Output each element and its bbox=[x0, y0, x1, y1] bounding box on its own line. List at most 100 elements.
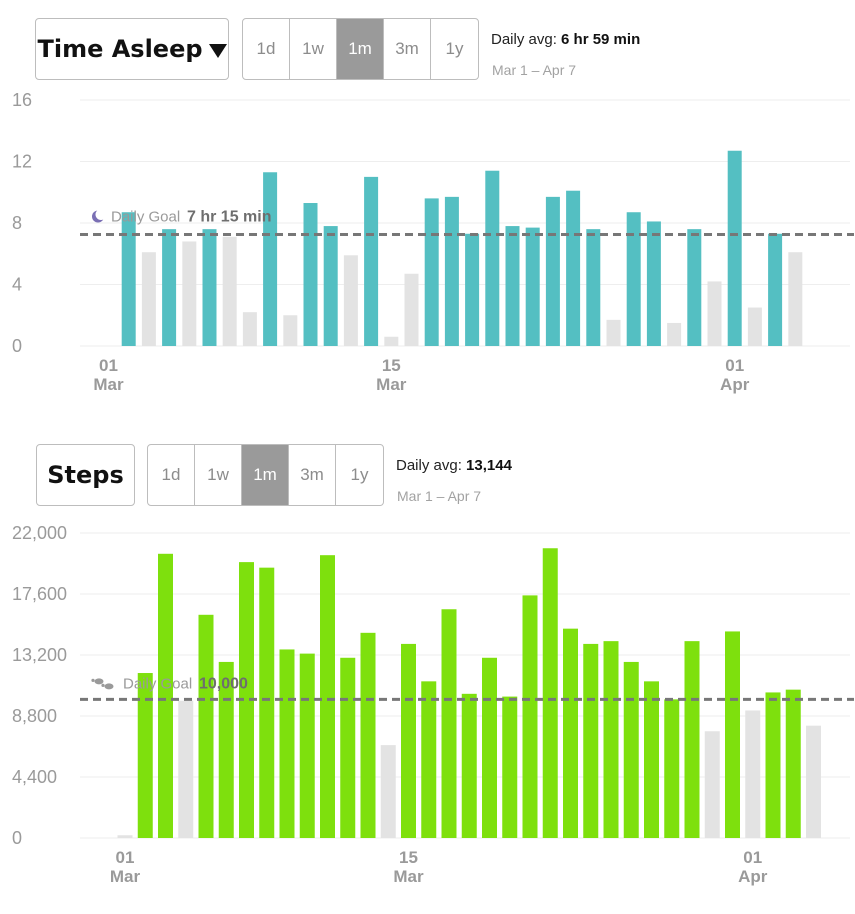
bar-day-25[interactable] bbox=[586, 229, 601, 346]
bar-day-3[interactable] bbox=[141, 252, 156, 346]
bar-day-16[interactable] bbox=[421, 681, 437, 838]
bar-day-5[interactable] bbox=[182, 241, 197, 346]
bar-day-21[interactable] bbox=[522, 595, 538, 838]
bar-day-19[interactable] bbox=[482, 657, 497, 838]
bar-day-26[interactable] bbox=[606, 319, 621, 346]
bar-day-9[interactable] bbox=[263, 172, 278, 346]
bar-day-20[interactable] bbox=[502, 696, 518, 838]
bar-day-26[interactable] bbox=[623, 661, 639, 838]
bar-day-35[interactable] bbox=[788, 252, 803, 346]
bar-day-29[interactable] bbox=[667, 322, 682, 346]
sleep-range-1m[interactable]: 1m bbox=[337, 19, 384, 79]
bar-day-14[interactable] bbox=[364, 176, 379, 346]
bar-day-19[interactable] bbox=[465, 233, 480, 346]
bar-day-11[interactable] bbox=[320, 555, 335, 838]
sleep-metric-dropdown[interactable]: Time Asleep bbox=[35, 18, 229, 80]
bar-day-18[interactable] bbox=[444, 196, 459, 346]
sleep-range-1w[interactable]: 1w bbox=[290, 19, 337, 79]
bar-day-6[interactable] bbox=[202, 229, 217, 346]
steps-range-1m[interactable]: 1m bbox=[242, 445, 289, 505]
bar-day-10[interactable] bbox=[299, 653, 315, 838]
bar-day-35[interactable] bbox=[806, 725, 821, 838]
bar-day-2[interactable] bbox=[121, 212, 136, 346]
bar-day-33[interactable] bbox=[765, 692, 781, 838]
steps-daily-avg: Daily avg: 13,144 bbox=[396, 457, 512, 474]
bar-day-13[interactable] bbox=[360, 632, 376, 838]
bar-day-6[interactable] bbox=[218, 661, 234, 838]
x-tick-month: Apr bbox=[720, 375, 750, 394]
steps-avg-value: 13,144 bbox=[466, 457, 512, 474]
bar-day-20[interactable] bbox=[485, 170, 500, 346]
bar-day-31[interactable] bbox=[707, 281, 722, 346]
bar-day-23[interactable] bbox=[563, 628, 578, 838]
bar-day-32[interactable] bbox=[745, 710, 761, 838]
bar-day-7[interactable] bbox=[239, 562, 254, 838]
sleep-avg-value: 6 hr 59 min bbox=[561, 31, 641, 48]
bar-day-12[interactable] bbox=[340, 657, 356, 838]
bar-day-16[interactable] bbox=[404, 273, 419, 346]
x-tick-month: Mar bbox=[93, 375, 124, 394]
x-tick-month: Mar bbox=[110, 867, 141, 886]
bar-day-27[interactable] bbox=[626, 212, 641, 346]
bar-day-32[interactable] bbox=[727, 150, 742, 346]
sleep-range-1y[interactable]: 1y bbox=[445, 39, 464, 58]
x-tick-month: Mar bbox=[376, 375, 407, 394]
bar-day-1[interactable] bbox=[117, 835, 133, 838]
bar-day-28[interactable] bbox=[646, 221, 661, 346]
bar-day-24[interactable] bbox=[566, 190, 581, 346]
goal-label-value: 7 hr 15 min bbox=[187, 209, 271, 226]
bar-day-13[interactable] bbox=[343, 255, 358, 346]
bar-day-29[interactable] bbox=[684, 641, 700, 838]
sleep-range-3m[interactable]: 3m bbox=[384, 19, 431, 79]
bar-day-24[interactable] bbox=[583, 643, 599, 838]
steps-range-1y[interactable]: 1y bbox=[350, 465, 369, 484]
bar-day-21[interactable] bbox=[505, 226, 520, 346]
bar-day-23[interactable] bbox=[545, 196, 560, 346]
sleep-range-1d[interactable]: 1d bbox=[243, 19, 290, 79]
bar-day-17[interactable] bbox=[441, 609, 457, 838]
y-tick-label: 4,400 bbox=[12, 767, 57, 787]
bar-day-5[interactable] bbox=[198, 614, 214, 838]
bar-day-31[interactable] bbox=[725, 631, 740, 838]
bar-day-3[interactable] bbox=[158, 553, 173, 838]
bar-day-25[interactable] bbox=[603, 641, 619, 838]
sleep-daily-avg: Daily avg: 6 hr 59 min bbox=[491, 31, 640, 48]
steps-range-1w[interactable]: 1w bbox=[195, 445, 242, 505]
bar-day-10[interactable] bbox=[283, 315, 298, 346]
bar-day-2[interactable] bbox=[137, 673, 153, 838]
bar-day-30[interactable] bbox=[687, 229, 702, 346]
steps-range-1d[interactable]: 1d bbox=[148, 445, 195, 505]
steps-metric-button[interactable]: Steps bbox=[36, 444, 135, 506]
bar-day-17[interactable] bbox=[424, 198, 439, 346]
steps-chart: 04,4008,80013,20017,60022,00001Mar15Mar0… bbox=[12, 523, 854, 886]
bar-day-8[interactable] bbox=[242, 312, 257, 346]
bar-day-33[interactable] bbox=[747, 307, 762, 346]
bar-day-8[interactable] bbox=[259, 567, 275, 838]
bar-day-18[interactable] bbox=[461, 693, 477, 838]
bar-day-27[interactable] bbox=[644, 681, 659, 838]
y-tick-label: 0 bbox=[12, 336, 22, 356]
bar-day-9[interactable] bbox=[279, 649, 295, 838]
bar-day-12[interactable] bbox=[323, 226, 338, 346]
y-tick-label: 17,600 bbox=[12, 584, 67, 604]
bar-day-4[interactable] bbox=[178, 700, 194, 838]
goal-label-prefix: Daily Goal bbox=[123, 675, 192, 692]
bar-day-15[interactable] bbox=[384, 336, 399, 346]
bar-day-15[interactable] bbox=[401, 643, 416, 838]
sleep-metric-label: Time Asleep bbox=[37, 35, 203, 63]
bar-day-34[interactable] bbox=[785, 689, 801, 838]
bar-day-34[interactable] bbox=[768, 233, 783, 346]
bar-day-7[interactable] bbox=[222, 236, 237, 346]
bar-day-4[interactable] bbox=[162, 229, 177, 346]
bar-day-14[interactable] bbox=[380, 745, 396, 838]
steps-range-3m[interactable]: 3m bbox=[289, 445, 336, 505]
bar-day-22[interactable] bbox=[542, 548, 558, 838]
y-tick-label: 0 bbox=[12, 828, 22, 848]
bar-day-11[interactable] bbox=[303, 203, 318, 346]
bar-day-28[interactable] bbox=[664, 699, 680, 838]
sleep-avg-prefix: Daily avg: bbox=[491, 31, 557, 48]
sleep-date-range: Mar 1 – Apr 7 bbox=[492, 62, 577, 78]
bar-day-30[interactable] bbox=[704, 731, 720, 838]
x-tick-month: Mar bbox=[393, 867, 424, 886]
bar-day-22[interactable] bbox=[525, 227, 540, 346]
